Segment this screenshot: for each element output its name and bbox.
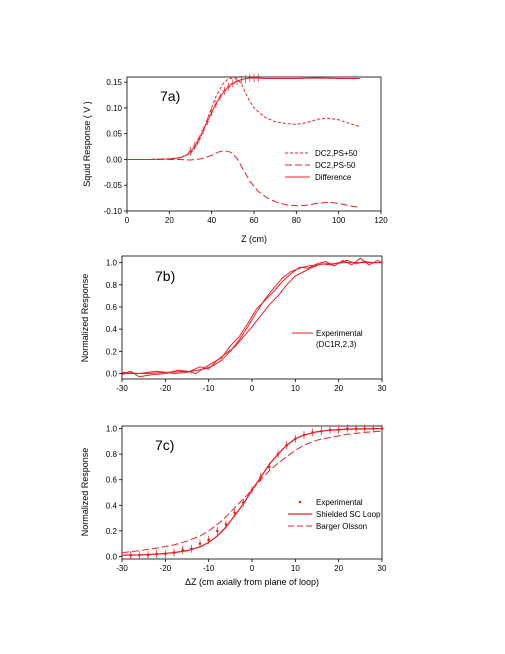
x-ticks: -30 -20 -10 0 10 20 30	[116, 379, 387, 393]
y-tick-label: 0.6	[106, 303, 118, 312]
y-tick-label: -0.10	[104, 207, 123, 216]
legend-label-dc1r: (DC1R,2,3)	[316, 340, 357, 349]
x-tick-label: -10	[203, 564, 215, 573]
legend-label-ps-plus-50: DC2,PS+50	[315, 149, 358, 158]
y-tick-label: 0.4	[106, 501, 118, 510]
y-ticks: 0.0 0.2 0.4 0.6 0.8 1.0	[106, 259, 122, 378]
y-tick-label: 0.05	[106, 130, 122, 139]
series-line-2	[121, 259, 382, 374]
x-tick-label: 100	[332, 216, 346, 225]
x-tick-label: 10	[291, 384, 300, 393]
legend: Experimental (DC1R,2,3)	[292, 329, 363, 349]
x-ticks: 0 20 40 60 80 100 120	[125, 211, 388, 225]
series-group	[127, 74, 360, 208]
y-tick-label: -0.05	[104, 181, 123, 190]
y-tick-label: 1.0	[106, 259, 118, 268]
y-tick-label: 0.0	[106, 369, 118, 378]
series-group	[121, 424, 384, 560]
x-tick-label: -20	[160, 564, 172, 573]
y-tick-label: 0.4	[106, 325, 118, 334]
y-tick-label: 0.8	[106, 281, 118, 290]
chart-7c: -30 -20 -10 0 10 20 30 0.00.20.40.60.81.0 7c) …	[80, 424, 387, 587]
x-axis-label: ΔZ (cm axially from plane of loop)	[185, 577, 319, 587]
y-ticks: -0.10 -0.05 0.00 0.05 0.10 0.15	[104, 78, 127, 216]
legend-swatch-dot	[298, 500, 302, 504]
legend: DC2,PS+50 DC2,PS-50 Difference	[285, 149, 358, 182]
legend-label-experimental: Experimental	[316, 329, 363, 338]
legend-label-barger-olsson: Barger Olsson	[316, 522, 367, 531]
series-line-1	[121, 427, 383, 556]
y-axis-label: Squid Response ( V )	[82, 101, 92, 187]
chart-7b: -30 -20 -10 0 10 20 30 0.00.20.40.60.81.0 7b) …	[80, 255, 387, 393]
y-tick-label: 0.8	[106, 450, 118, 459]
x-tick-label: 0	[250, 564, 255, 573]
data-point	[216, 529, 219, 533]
data-point	[207, 538, 210, 542]
legend: Experimental Shielded SC Loop Barger Ols…	[288, 498, 381, 531]
x-tick-label: 20	[334, 564, 343, 573]
panel-label: 7a)	[160, 88, 180, 104]
y-tick-label: 0.2	[106, 347, 118, 356]
x-tick-label: 20	[334, 384, 343, 393]
series-line-2	[127, 77, 360, 160]
x-tick-label: 80	[292, 216, 301, 225]
x-tick-label: 0	[250, 384, 255, 393]
y-ticks: 0.0 0.2 0.4 0.6 0.8 1.0	[106, 425, 122, 561]
chart-7a: 0 20 40 60 80 100 120 -0.10 -0.05 0.00 0.05 0.10 0.…	[82, 74, 388, 244]
x-tick-label: 30	[378, 564, 387, 573]
y-tick-label: 0.6	[106, 476, 118, 485]
panel-label: 7c)	[155, 437, 174, 453]
x-tick-label: 10	[291, 564, 300, 573]
y-tick-label: 0.10	[106, 104, 122, 113]
x-tick-label: 0	[125, 216, 130, 225]
x-tick-label: 20	[165, 216, 174, 225]
y-axis-label: Normalized Response	[80, 274, 90, 363]
x-tick-label: -10	[203, 384, 215, 393]
x-tick-label: -30	[116, 384, 128, 393]
x-axis-label: Z (cm)	[241, 234, 267, 244]
series-line-1	[127, 150, 360, 208]
x-tick-label: 40	[207, 216, 216, 225]
y-axis-label: Normalized Response	[80, 448, 90, 537]
y-tick-label: 0.2	[106, 527, 118, 536]
legend-label-ps-minus-50: DC2,PS-50	[315, 161, 356, 170]
x-tick-label: 60	[250, 216, 259, 225]
y-tick-label: 0.00	[106, 155, 122, 164]
x-ticks: -30 -20 -10 0 10 20 30	[116, 559, 387, 573]
series-group	[121, 257, 383, 378]
legend-label-difference: Difference	[315, 173, 352, 182]
data-point	[198, 542, 202, 545]
series-line-2	[121, 430, 383, 554]
panel-label: 7b)	[155, 268, 175, 284]
x-tick-label: 120	[374, 216, 388, 225]
y-tick-label: 1.0	[106, 425, 118, 434]
x-tick-label: -30	[116, 564, 128, 573]
y-tick-label: 0.15	[106, 78, 122, 87]
y-tick-label: 0.0	[106, 552, 118, 561]
x-tick-label: 30	[378, 384, 387, 393]
legend-label-experimental: Experimental	[316, 498, 363, 507]
legend-label-shielded-sc-loop: Shielded SC Loop	[316, 510, 381, 519]
x-tick-label: -20	[160, 384, 172, 393]
series-line-0	[127, 77, 360, 160]
